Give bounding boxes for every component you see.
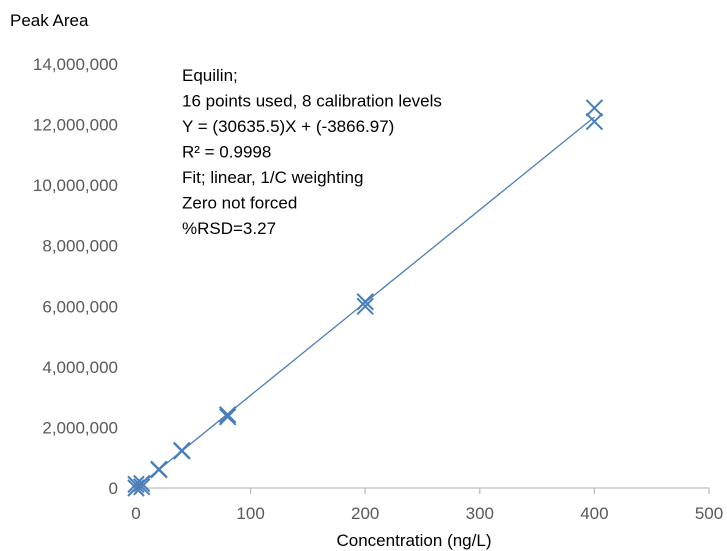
annotation-line: Fit; linear, 1/C weighting xyxy=(182,168,363,187)
annotation-line: R² = 0.9998 xyxy=(182,143,271,162)
data-point-stroke xyxy=(133,478,151,496)
data-point xyxy=(127,475,145,494)
x-tick-label: 200 xyxy=(351,504,379,523)
data-point xyxy=(585,112,604,131)
x-tick-label: 0 xyxy=(131,504,140,523)
annotation-line: 16 points used, 8 calibration levels xyxy=(182,92,442,111)
x-tick-label: 400 xyxy=(580,504,608,523)
x-tick-label: 300 xyxy=(466,504,494,523)
y-tick-label: 10,000,000 xyxy=(33,176,118,195)
y-tick-label: 6,000,000 xyxy=(42,297,118,316)
data-point-stroke xyxy=(585,99,604,117)
x-axis-title: Concentration (ng/L) xyxy=(337,531,492,550)
data-point xyxy=(173,441,191,460)
x-tick-label: 100 xyxy=(236,504,264,523)
data-point-stroke xyxy=(133,474,151,493)
y-axis-ticks: 0 2,000,000 4,000,000 6,000,000 8,000,000 10,… xyxy=(33,55,118,498)
x-tick-label: 500 xyxy=(695,504,723,523)
data-point xyxy=(356,293,374,311)
y-tick-label: 14,000,000 xyxy=(33,55,118,74)
data-point-stroke xyxy=(127,475,145,494)
annotation-line: %RSD=3.27 xyxy=(182,219,276,238)
data-point xyxy=(218,408,237,426)
data-point-stroke xyxy=(585,112,604,131)
data-point-stroke xyxy=(218,408,237,426)
data-point xyxy=(356,297,374,315)
data-point-stroke xyxy=(356,297,374,315)
x-axis-ticks: 0 100 200 300 400 500 xyxy=(131,488,723,523)
data-point-stroke xyxy=(218,406,237,424)
fit-annotation: Equilin; 16 points used, 8 calibration le… xyxy=(182,66,442,238)
data-point xyxy=(218,406,237,424)
data-point xyxy=(150,460,168,478)
data-point-stroke xyxy=(173,441,191,460)
y-axis-title: Peak Area xyxy=(10,11,89,30)
y-tick-label: 2,000,000 xyxy=(42,418,118,437)
data-point xyxy=(133,478,151,496)
y-tick-label: 0 xyxy=(109,479,118,498)
y-tick-label: 8,000,000 xyxy=(42,237,118,256)
y-tick-label: 4,000,000 xyxy=(42,358,118,377)
data-point xyxy=(133,474,151,493)
annotation-line: Equilin; xyxy=(182,66,238,85)
data-point xyxy=(585,99,604,117)
y-tick-label: 12,000,000 xyxy=(33,116,118,135)
annotation-line: Y = (30635.5)X + (-3866.97) xyxy=(182,117,394,136)
annotation-line: Zero not forced xyxy=(182,194,297,213)
data-point-stroke xyxy=(150,460,168,478)
data-markers xyxy=(127,99,604,497)
data-point-stroke xyxy=(356,293,374,311)
